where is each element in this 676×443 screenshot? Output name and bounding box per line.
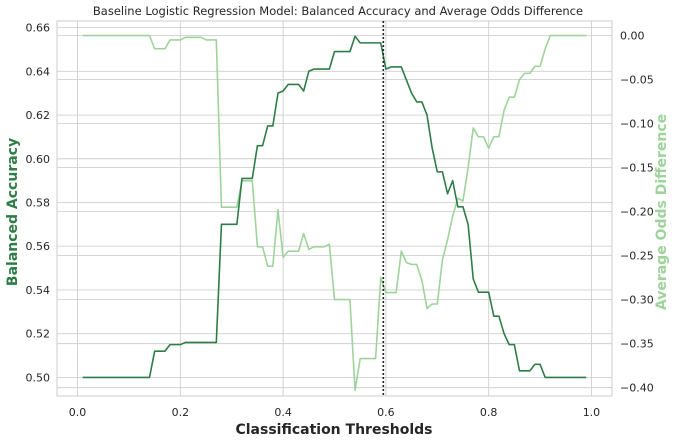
y-right-tick-label: −0.40: [620, 382, 654, 395]
y-left-tick-label: 0.52: [26, 328, 51, 341]
y-left-tick-label: 0.62: [26, 109, 51, 122]
x-tick-label: 1.0: [583, 406, 601, 419]
y-right-tick-label: −0.30: [620, 294, 654, 307]
y-left-tick-label: 0.66: [26, 22, 51, 35]
y-left-tick-label: 0.54: [26, 284, 51, 297]
x-tick-label: 0.8: [480, 406, 498, 419]
y-left-tick-label: 0.56: [26, 240, 51, 253]
y-right-tick-label: −0.25: [620, 250, 654, 263]
y-right-tick-label: −0.35: [620, 338, 654, 351]
x-axis-label: Classification Thresholds: [235, 422, 432, 438]
balanced-accuracy-line: [82, 35, 587, 379]
axis-tick-labels: 0.0 0.2 0.4 0.6 0.8 1.0 0.50 0.52 0.54 0.56 0.58 0.…: [26, 22, 654, 419]
y-right-tick-label: −0.05: [620, 74, 654, 87]
y-left-tick-label: 0.50: [26, 371, 51, 384]
x-tick-label: 0.6: [377, 406, 395, 419]
y-right-tick-label: −0.15: [620, 162, 654, 175]
y-left-tick-label: 0.58: [26, 196, 51, 209]
y-axis-right-label: Average Odds Difference: [654, 114, 670, 310]
x-tick-label: 0.4: [274, 406, 292, 419]
plot-frame: [56, 20, 613, 397]
y-left-tick-label: 0.60: [26, 153, 51, 166]
avg-odds-difference-line: [82, 34, 587, 392]
y-right-tick-label: 0.00: [620, 30, 645, 43]
y-left-tick-label: 0.64: [26, 65, 51, 78]
y-axis-left-label: Balanced Accuracy: [5, 138, 21, 286]
chart-title: Baseline Logistic Regression Model: Bala…: [93, 4, 583, 18]
x-tick-label: 0.0: [69, 406, 87, 419]
y-right-tick-label: −0.20: [620, 206, 654, 219]
x-tick-label: 0.2: [172, 406, 190, 419]
grid-lines: [57, 21, 612, 396]
series-lines: [82, 21, 587, 396]
y-right-tick-label: −0.10: [620, 118, 654, 131]
